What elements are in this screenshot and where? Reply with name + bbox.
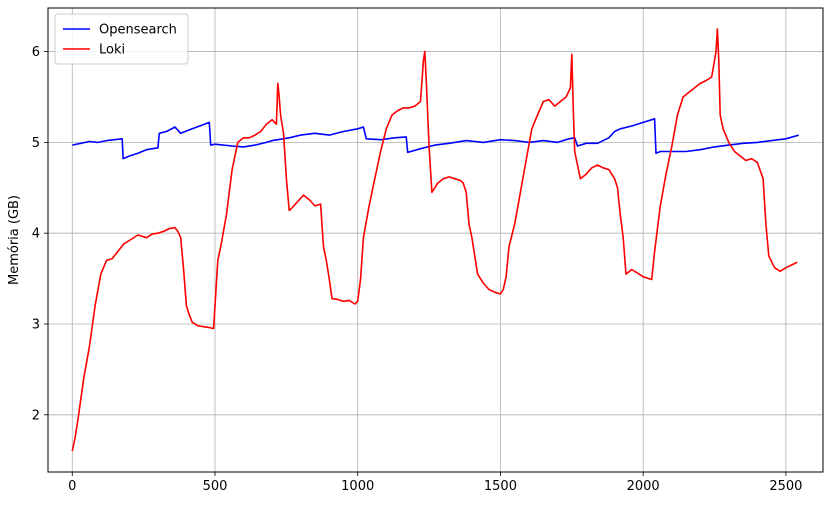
- legend: Opensearch Loki: [54, 13, 189, 65]
- series-line-loki: [71, 28, 798, 452]
- y-tick-label: 2: [32, 408, 40, 423]
- x-tick-label: 1000: [341, 479, 374, 494]
- plot-frame: [47, 7, 824, 473]
- y-axis-label: Memória (GB): [7, 195, 22, 285]
- y-tick-label: 6: [32, 45, 40, 60]
- legend-box: [54, 13, 189, 65]
- x-axis-ticks: 0 500 1000 1500 2000 2500: [68, 472, 802, 494]
- y-axis-ticks: 2 3 4 5 6: [32, 45, 48, 423]
- y-tick-label: 5: [32, 136, 40, 151]
- x-tick-label: 500: [203, 479, 228, 494]
- series-lines: [71, 28, 799, 452]
- y-tick-label: 4: [32, 227, 40, 242]
- legend-label: Loki: [99, 43, 125, 58]
- legend-label: Opensearch: [99, 23, 177, 38]
- x-tick-label: 0: [68, 479, 76, 494]
- series-line-opensearch: [72, 118, 799, 160]
- y-tick-label: 3: [32, 317, 40, 332]
- x-tick-label: 2500: [769, 479, 802, 494]
- x-tick-label: 1500: [484, 479, 517, 494]
- x-tick-label: 2000: [627, 479, 660, 494]
